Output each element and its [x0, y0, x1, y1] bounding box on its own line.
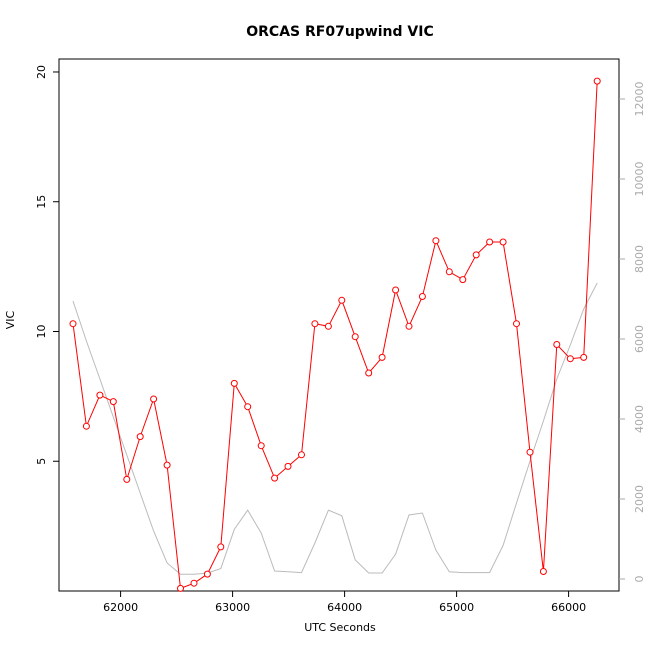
series-layer: [69, 77, 601, 592]
y-axis-left: 5 10 15 20: [35, 65, 59, 465]
x-axis: 62000 63000 64000 65000 66000: [103, 591, 586, 614]
data-point: [109, 398, 117, 406]
data-point: [217, 543, 225, 551]
data-point: [177, 584, 184, 592]
data-point: [392, 286, 400, 294]
y-tick-label: 5: [35, 458, 48, 465]
data-point: [284, 462, 292, 470]
series-left-line: [72, 81, 598, 590]
data-point: [163, 461, 171, 469]
x-tick-label: 66000: [551, 601, 586, 614]
data-point: [123, 475, 131, 483]
x-tick-label: 64000: [327, 601, 362, 614]
data-point: [499, 238, 507, 246]
series-right-line: [72, 282, 598, 575]
data-point: [526, 448, 534, 456]
data-point: [150, 395, 158, 403]
y2-tick-label: 0: [633, 576, 646, 583]
data-point: [593, 77, 601, 85]
data-point: [311, 320, 319, 328]
x-axis-label: UTC Seconds: [304, 621, 376, 634]
y2-tick-label: 2000: [633, 485, 646, 513]
data-point: [96, 391, 104, 399]
x-tick-label: 65000: [439, 601, 474, 614]
data-point: [513, 320, 520, 328]
data-point: [136, 433, 144, 441]
data-point: [405, 322, 413, 330]
chart-title: ORCAS RF07upwind VIC: [246, 24, 433, 40]
y2-tick-label: 4000: [633, 405, 646, 433]
plot-frame: [58, 58, 620, 592]
data-point: [418, 293, 426, 300]
y2-tick-label: 8000: [633, 245, 646, 273]
y-tick-label: 15: [35, 195, 48, 209]
data-point: [539, 568, 547, 575]
y-tick-label: 20: [35, 65, 48, 79]
data-point: [472, 251, 480, 259]
data-point: [432, 237, 440, 245]
data-point: [82, 422, 90, 430]
x-tick-label: 62000: [103, 601, 138, 614]
y-axis-right: 0 2000 4000 6000 8000 10000 12000: [619, 82, 646, 583]
data-point: [298, 451, 305, 459]
data-point: [351, 333, 359, 341]
data-point: [271, 474, 279, 482]
y2-tick-label: 6000: [633, 325, 646, 353]
data-point: [244, 403, 252, 411]
data-point: [566, 355, 574, 363]
data-point: [203, 570, 211, 578]
data-point: [230, 379, 238, 387]
y-tick-label: 10: [35, 324, 48, 338]
y-axis-label: VIC: [4, 310, 17, 329]
data-point: [378, 353, 386, 361]
data-point: [459, 276, 467, 284]
data-point: [338, 296, 346, 304]
data-point: [257, 442, 265, 450]
data-point: [324, 322, 332, 330]
data-point: [365, 369, 373, 377]
data-point: [190, 579, 198, 587]
y2-tick-label: 10000: [633, 162, 646, 197]
data-point: [580, 353, 588, 361]
x-tick-label: 63000: [215, 601, 250, 614]
data-point: [445, 268, 453, 276]
data-point: [486, 238, 494, 246]
data-point: [553, 341, 561, 348]
y2-tick-label: 12000: [633, 82, 646, 117]
data-point: [69, 320, 77, 328]
